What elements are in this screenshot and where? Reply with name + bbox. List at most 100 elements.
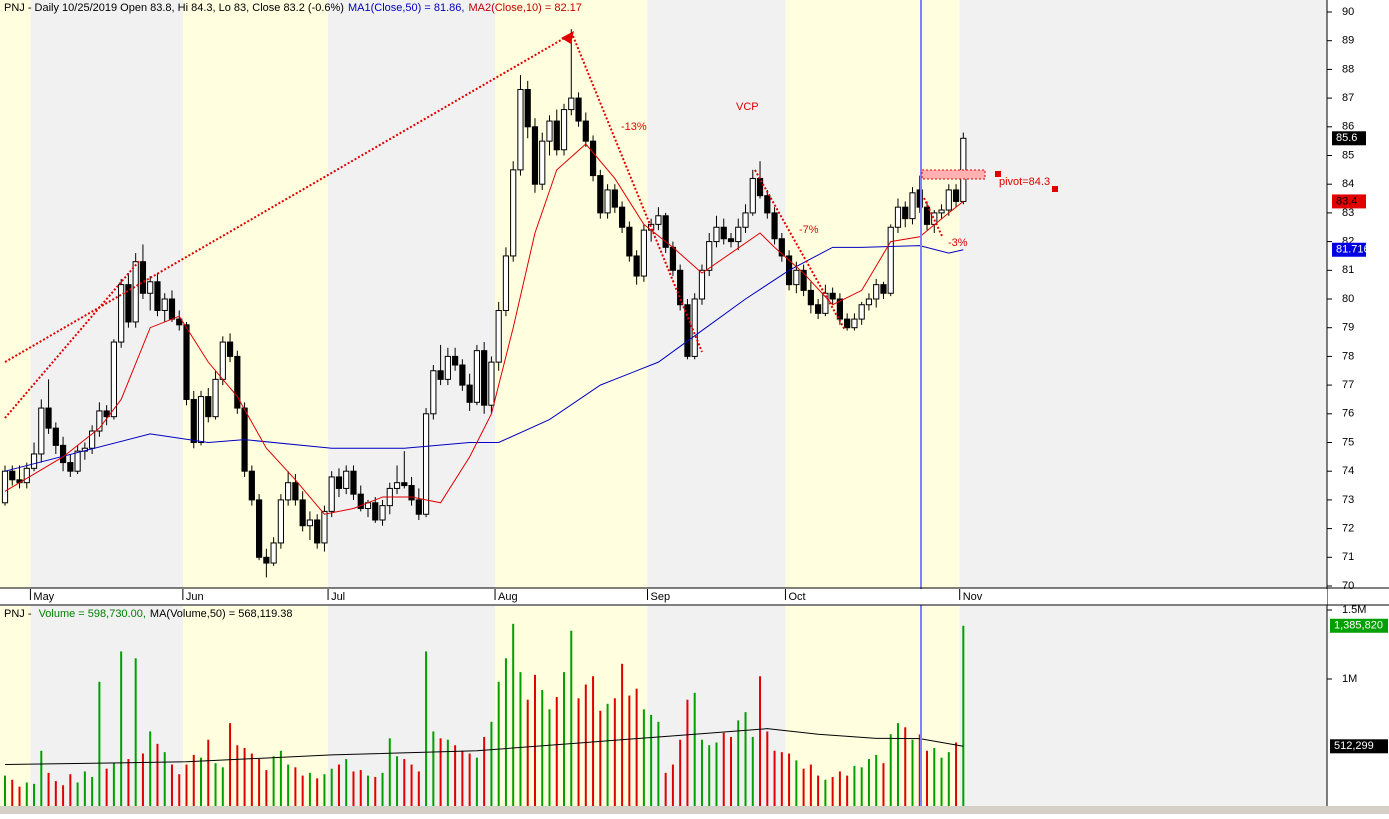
candle-body bbox=[597, 175, 604, 214]
volume-bar bbox=[606, 703, 609, 806]
value-marker-label: 512,299 bbox=[1334, 740, 1374, 752]
volume-bar bbox=[875, 754, 878, 806]
volume-bar bbox=[388, 738, 391, 806]
annotation: pivot=84.3 bbox=[999, 176, 1050, 188]
volume-bar bbox=[483, 736, 486, 806]
candle-body bbox=[379, 505, 386, 521]
candle-body bbox=[197, 396, 205, 443]
candle-body bbox=[865, 298, 873, 306]
volume-bar bbox=[497, 681, 500, 806]
volume-bar bbox=[679, 739, 682, 806]
volume-bar bbox=[352, 771, 355, 806]
y-tick-label: 79 bbox=[1342, 322, 1354, 334]
volume-bar bbox=[18, 786, 21, 806]
candle-body bbox=[401, 482, 408, 487]
arrow-head bbox=[561, 31, 574, 44]
volume-bar bbox=[592, 676, 595, 806]
candle-body bbox=[836, 298, 843, 320]
volume-bar bbox=[287, 764, 290, 806]
candle-body bbox=[248, 470, 255, 501]
candle-body bbox=[640, 229, 647, 277]
y-tick-label: 73 bbox=[1342, 494, 1354, 506]
volume-bar bbox=[730, 736, 732, 806]
volume-bar bbox=[47, 772, 50, 806]
volume-bar bbox=[134, 658, 137, 806]
volume-bar bbox=[127, 759, 130, 806]
month-band bbox=[785, 0, 960, 588]
volume-bar bbox=[722, 732, 725, 806]
volume-bar bbox=[272, 756, 275, 806]
y-tick-label: 76 bbox=[1342, 408, 1354, 420]
candle-body bbox=[154, 281, 161, 311]
candle-body bbox=[952, 189, 960, 202]
volume-bar bbox=[25, 782, 28, 806]
volume-bar bbox=[904, 727, 907, 806]
y-tick-label: 88 bbox=[1342, 63, 1354, 75]
volume-title: PNJ - Volume = 598,730.00, MA(Volume,50) … bbox=[4, 608, 293, 620]
month-band bbox=[959, 606, 1327, 806]
candle-body bbox=[96, 410, 103, 432]
candle-body bbox=[873, 284, 880, 300]
volume-bar bbox=[446, 739, 449, 806]
y-tick-label: 84 bbox=[1342, 178, 1354, 190]
candle-body bbox=[350, 470, 357, 495]
value-marker bbox=[1330, 618, 1388, 633]
candle-body bbox=[662, 215, 669, 248]
candle-body bbox=[430, 370, 437, 415]
candle-body bbox=[321, 510, 328, 544]
candle-body bbox=[589, 140, 597, 177]
candle-body bbox=[560, 109, 568, 151]
value-marker bbox=[1332, 242, 1366, 257]
candle-body bbox=[459, 364, 466, 386]
volume-bar bbox=[846, 775, 849, 806]
candle-body bbox=[546, 120, 553, 142]
candle-body bbox=[168, 298, 176, 320]
candle-body bbox=[263, 556, 270, 564]
volume-bar bbox=[316, 778, 319, 806]
ma-line bbox=[4, 245, 964, 472]
volume-bar bbox=[345, 759, 348, 806]
candle-body bbox=[909, 192, 916, 220]
candle-body bbox=[510, 169, 517, 257]
month-band bbox=[182, 0, 329, 588]
month-band bbox=[0, 606, 31, 806]
volume-bar bbox=[178, 774, 181, 806]
volume-bar bbox=[584, 684, 587, 806]
candle-body bbox=[619, 206, 626, 228]
candle-body bbox=[45, 407, 52, 429]
volume-bar bbox=[795, 760, 798, 806]
candle-body bbox=[553, 120, 560, 151]
volume-bar bbox=[112, 763, 115, 806]
volume-bar bbox=[686, 699, 689, 806]
ma-line bbox=[4, 143, 964, 515]
volume-bar bbox=[700, 739, 703, 806]
x-tick-label: Aug bbox=[498, 591, 518, 603]
volume-bar bbox=[664, 772, 667, 806]
annotation: -7% bbox=[799, 224, 819, 236]
candle-body bbox=[67, 462, 74, 472]
volume-bar bbox=[541, 690, 544, 806]
volume-bar bbox=[766, 731, 769, 806]
right-axis bbox=[1327, 0, 1389, 806]
pivot-box bbox=[921, 169, 986, 180]
volume-bar bbox=[236, 745, 239, 806]
candle-body bbox=[655, 215, 662, 225]
y-tick-label: 90 bbox=[1342, 6, 1354, 18]
candle-body bbox=[444, 355, 451, 380]
volume-bar bbox=[926, 750, 929, 806]
volume-bar bbox=[809, 764, 812, 806]
y-tick-label: 85 bbox=[1342, 149, 1354, 161]
candle-body bbox=[815, 304, 822, 314]
candle-body bbox=[945, 189, 952, 211]
volume-bar bbox=[323, 774, 326, 806]
title-part: Volume = 598,730.00, bbox=[39, 608, 146, 620]
candle-body bbox=[793, 269, 800, 286]
volume-bar bbox=[54, 781, 57, 806]
volume-bar bbox=[548, 709, 551, 806]
candle-body bbox=[633, 255, 640, 277]
candle-body bbox=[677, 269, 684, 306]
candle-body bbox=[720, 226, 727, 240]
candle-body bbox=[59, 444, 67, 464]
candle-body bbox=[669, 246, 677, 271]
